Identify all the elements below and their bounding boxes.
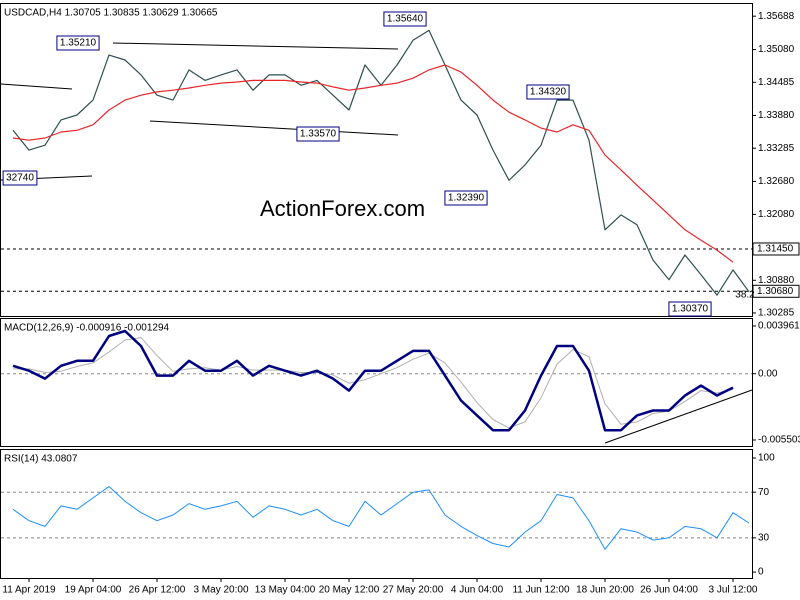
x-tick-label: 19 Apr 04:00 (65, 585, 122, 596)
annotation-label: 1.35640 (387, 14, 424, 25)
panel-title: USDCAD,H4 1.30705 1.30835 1.30629 1.3066… (4, 8, 218, 19)
annotation-box (668, 301, 712, 317)
annotation-box (383, 11, 427, 27)
annotation-label: 38.2 (735, 290, 755, 301)
y-tick-label: 1.32680 (758, 176, 795, 187)
level-box (752, 284, 800, 298)
price-panel (0, 3, 753, 317)
panel-title: RSI(14) 43.0807 (4, 454, 78, 465)
annotation-label: 1.35210 (60, 38, 97, 49)
x-tick-label: 11 Apr 2019 (2, 585, 56, 596)
y-tick-label: 100 (758, 453, 775, 464)
level-label: 1.31450 (757, 244, 794, 255)
x-tick-label: 4 Jun 04:00 (451, 585, 504, 596)
annotation-box (296, 126, 340, 142)
level-box (752, 242, 800, 256)
y-tick-label: -0.005503 (758, 435, 800, 446)
y-tick-label: 0 (758, 567, 764, 578)
trend-line (604, 389, 753, 444)
x-tick-label: 27 May 20:00 (383, 585, 444, 596)
x-tick-label: 20 May 12:00 (319, 585, 380, 596)
x-tick-label: 26 Jun 04:00 (640, 585, 698, 596)
y-tick-label: 1.35080 (758, 44, 795, 55)
rsi-panel (0, 449, 753, 579)
y-tick-label: 1.33285 (758, 143, 795, 154)
x-tick-label: 18 Jun 20:00 (576, 585, 634, 596)
annotation-label: 1.30370 (672, 304, 709, 315)
x-tick-label: 11 Jun 12:00 (512, 585, 570, 596)
y-tick-label: 70 (758, 487, 770, 498)
annotation-box (444, 190, 488, 206)
annotation-label: 1.33570 (300, 129, 337, 140)
x-tick-label: 13 May 04:00 (255, 585, 316, 596)
y-tick-label: 0.003961 (758, 321, 800, 332)
annotation-box (2, 170, 38, 186)
watermark: ActionForex.com (260, 196, 425, 221)
y-tick-label: 1.33880 (758, 110, 795, 121)
x-tick-label: 26 Apr 12:00 (129, 585, 186, 596)
x-tick-label: 3 Jul 12:00 (709, 585, 758, 596)
y-tick-label: 30 (758, 532, 770, 543)
annotation-label: 1.32390 (448, 193, 485, 204)
y-tick-label: 1.30880 (758, 275, 795, 286)
trend-line (149, 120, 399, 136)
series-line (12, 486, 750, 550)
annotation-box (526, 84, 570, 100)
y-tick-label: 0.00 (758, 368, 778, 379)
y-tick-label: 1.30285 (758, 308, 795, 319)
trend-line (112, 42, 399, 50)
trend-line (0, 83, 73, 90)
y-tick-label: 1.35688 (758, 11, 795, 22)
macd-panel (0, 318, 753, 447)
x-tick-label: 3 May 20:00 (193, 585, 248, 596)
annotation-box (56, 35, 100, 51)
series-line (12, 329, 734, 432)
annotation-label: 32740 (6, 173, 34, 184)
series-line (12, 64, 734, 263)
annotation-label: 1.34320 (530, 87, 567, 98)
level-label: 1.30680 (757, 286, 794, 297)
panel-title: MACD(12,26,9) -0.000916 -0.001294 (4, 323, 170, 334)
y-tick-label: 1.32080 (758, 209, 795, 220)
y-tick-label: 1.34485 (758, 77, 795, 88)
